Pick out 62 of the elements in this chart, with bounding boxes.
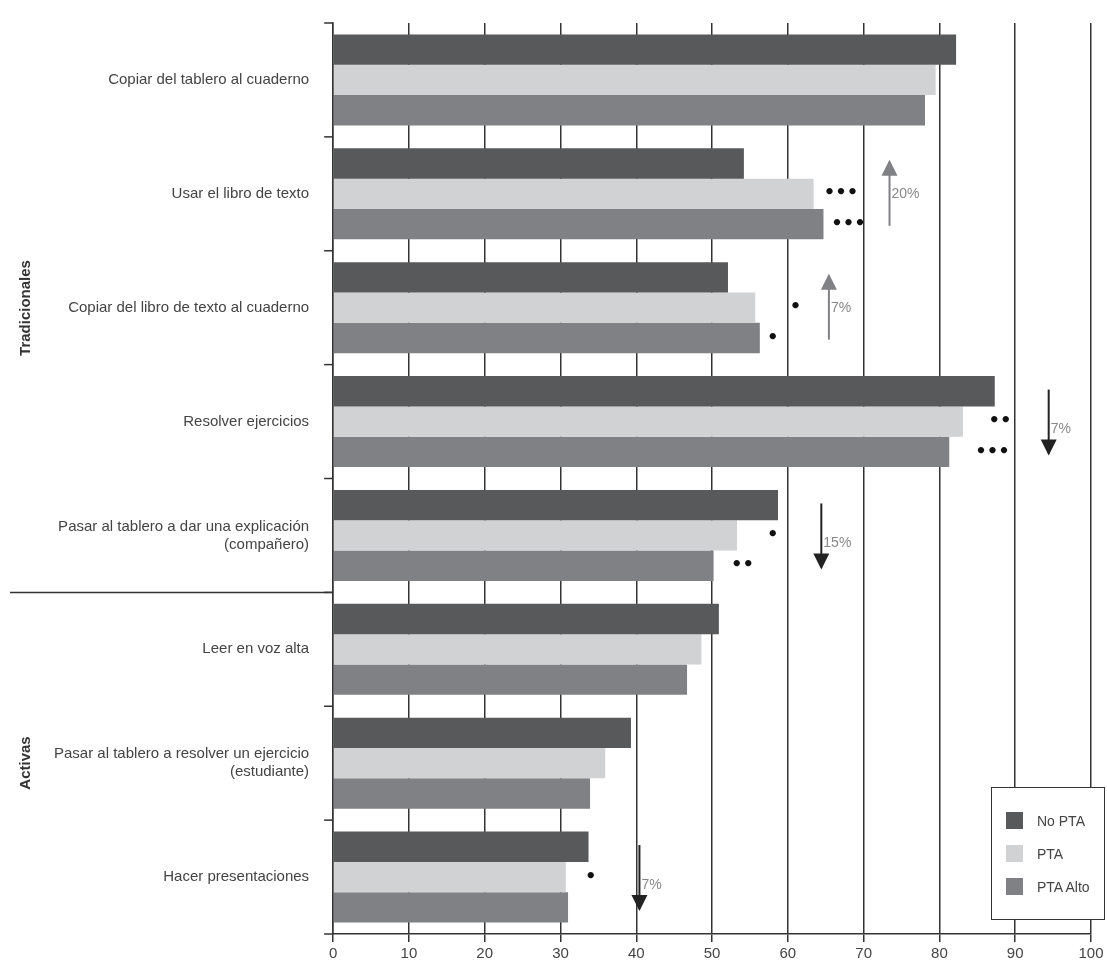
text: Tradicionales [15,259,33,356]
bar [333,376,995,407]
bar [333,178,814,209]
y-tick-label: Resolver ejercicios [183,411,310,429]
bar [333,634,702,665]
legend-label: No PTA [1037,812,1085,829]
bar [333,550,714,581]
bar [333,292,756,323]
bar [333,861,566,893]
annotation: • [789,295,802,317]
y-tick-label: Usar el libro de texto [171,183,310,201]
x-tick-label: 100 [1078,944,1104,962]
annotation: 15% [823,534,852,551]
annotation: 7% [1050,420,1071,437]
annotation: ••• [975,439,1010,461]
x-tick-label: 70 [855,944,872,962]
bar [333,520,738,551]
bar [333,664,688,695]
legend-label: PTA Alto [1037,878,1090,895]
x-tick-label: 40 [627,944,645,962]
bar [333,209,824,240]
x-tick-label: 80 [931,944,948,962]
y-tick-label: Leer en voz alta [202,639,310,657]
x-tick-label: 30 [552,944,569,962]
bar [333,603,719,635]
annotation: •• [730,553,754,575]
x-tick-label: 10 [400,944,418,962]
x-tick-label: 50 [703,944,721,962]
text: Activas [15,736,33,790]
bar [333,262,728,293]
bar [333,95,926,126]
annotation: 20% [891,184,920,201]
x-tick-label: 60 [779,944,797,962]
y-tick-label: Pasar al tablero a resolver un ejercicio (estudiante) [54,744,310,780]
annotation: ••• [823,181,859,203]
annotation: •• [988,409,1012,431]
bar [333,436,950,468]
bar [333,892,569,923]
bar [333,148,744,179]
annotation: 7% [830,298,852,315]
legend-label: PTA [1037,845,1064,862]
bar [333,322,760,354]
annotation: • [585,864,597,886]
bar [333,717,631,748]
y-tick-label: Copiar del tablero al cuaderno [108,70,310,88]
annotation: 7% [641,875,662,892]
x-tick-label: 90 [1006,944,1024,962]
bar [333,778,591,809]
x-tick-label: 20 [476,944,494,962]
annotation: • [766,523,779,545]
y-tick-label: Hacer presentaciones [163,867,310,885]
bar [333,34,957,65]
y-tick-label: Pasar al tablero a dar una explicación (compañero) [58,516,310,552]
bar [333,831,589,862]
bar [333,64,936,96]
annotation: ••• [831,211,866,233]
bar [333,748,606,779]
annotation: • [766,325,779,347]
y-tick-label: Copiar del libro de texto al cuaderno [68,297,310,315]
bar [333,406,963,437]
x-tick-label: 0 [328,944,338,962]
bar [333,489,778,521]
